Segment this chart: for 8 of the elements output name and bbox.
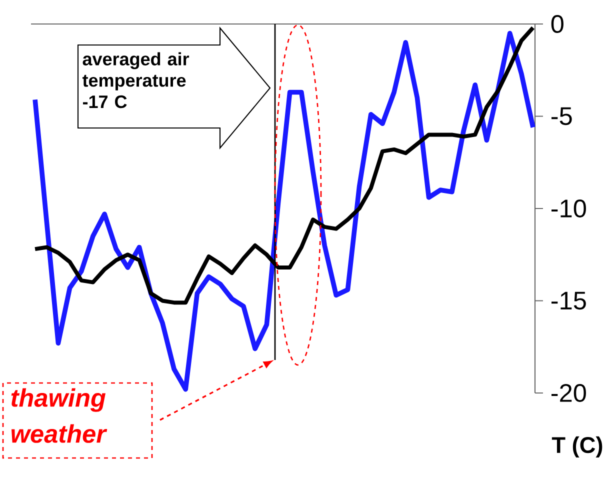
y-axis-title: T (C) xyxy=(552,436,602,458)
annotation: thawing weather xyxy=(11,388,108,443)
y-tick-label: 0 xyxy=(551,15,564,33)
y-tick-label: -5 xyxy=(552,107,572,126)
y-tick-label: -15 xyxy=(552,292,586,310)
y-tick-label: -10 xyxy=(552,200,586,218)
y-tick-label: -20 xyxy=(552,384,586,402)
annotation: averaged air temperature -17 C xyxy=(82,52,190,108)
